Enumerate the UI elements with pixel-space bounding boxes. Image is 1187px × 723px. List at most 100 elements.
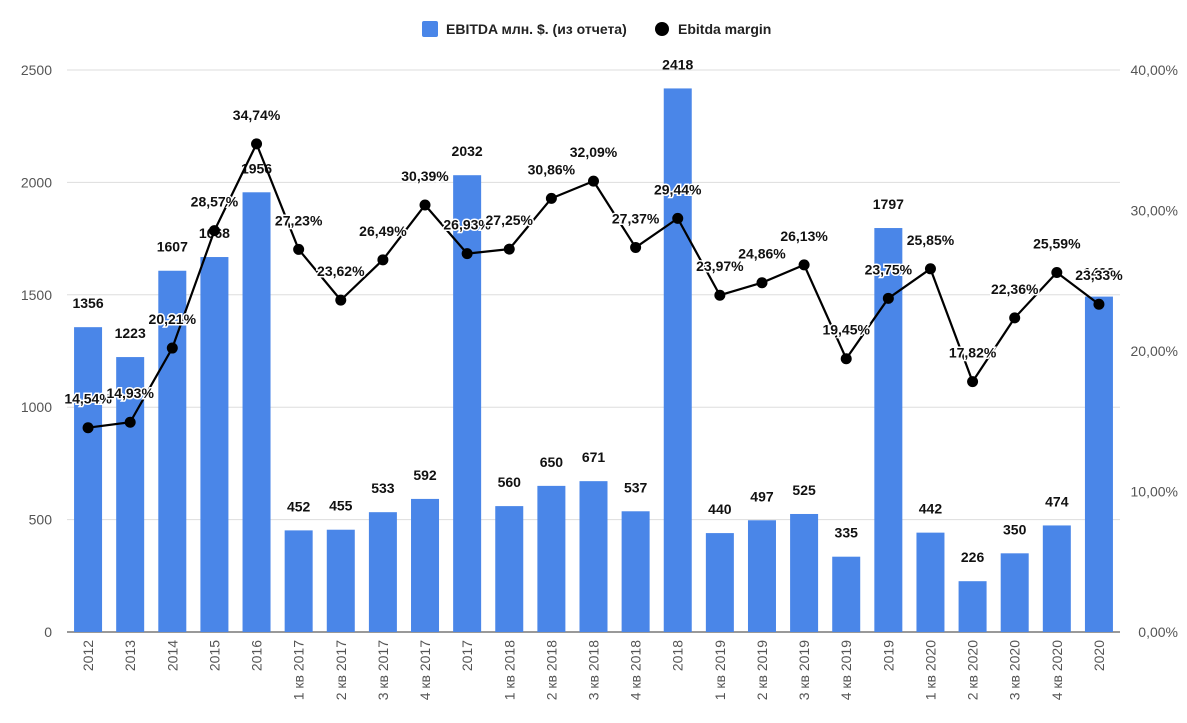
x-tick-label: 2014 xyxy=(164,640,180,671)
ebitda-bar xyxy=(874,228,903,632)
ebitda-margin-point xyxy=(335,294,347,306)
ebitda-margin-value-label: 30,86% xyxy=(528,161,576,177)
x-tick-label: 2 кв 2018 xyxy=(543,640,559,700)
ebitda-bars xyxy=(74,88,1113,633)
ebitda-margin-point xyxy=(461,248,473,260)
x-tick-label: 2012 xyxy=(80,640,96,671)
ebitda-bar xyxy=(1084,296,1113,632)
left-tick-label: 500 xyxy=(29,512,53,528)
ebitda-bar-value-label: 525 xyxy=(792,482,816,498)
ebitda-margin-value-label: 26,13% xyxy=(780,228,828,244)
ebitda-bar xyxy=(705,533,734,632)
x-tick-label: 2020 xyxy=(1091,640,1107,671)
x-tick-label: 4 кв 2018 xyxy=(628,640,644,700)
x-tick-label: 4 кв 2017 xyxy=(417,640,433,700)
ebitda-bar-value-label: 474 xyxy=(1045,493,1069,509)
ebitda-margin-value-label: 23,97% xyxy=(696,258,744,274)
ebitda-margin-value-label: 27,25% xyxy=(486,212,534,228)
ebitda-margin-value-label: 23,62% xyxy=(317,263,365,279)
right-tick-label: 10,00% xyxy=(1131,484,1178,500)
ebitda-bar xyxy=(368,512,397,632)
x-tick-label: 4 кв 2020 xyxy=(1049,640,1065,700)
ebitda-bar xyxy=(284,530,313,632)
ebitda-bar-value-label: 671 xyxy=(582,449,606,465)
right-tick-label: 30,00% xyxy=(1131,203,1178,219)
ebitda-margin-point xyxy=(714,289,726,301)
ebitda-margin-labels: 14,54%14,93% 20,21% 28,57% 34,74% 27,23% 23,6… xyxy=(63,105,1125,408)
ebitda-bar-value-label: 537 xyxy=(624,479,648,495)
ebitda-margin-value-label: 23,75% xyxy=(865,261,913,277)
ebitda-bar xyxy=(958,581,987,632)
ebitda-margin-value-label: 28,57% xyxy=(191,194,239,210)
ebitda-margin-value-label: 26,49% xyxy=(359,223,407,239)
x-tick-label: 2013 xyxy=(122,640,138,671)
left-tick-label: 1000 xyxy=(21,399,52,415)
ebitda-bar-value-label: 440 xyxy=(708,501,732,517)
ebitda-margin-point xyxy=(1051,266,1063,278)
ebitda-margin-point xyxy=(166,342,178,354)
legend-label-margin: Ebitda margin xyxy=(678,21,771,37)
ebitda-bar xyxy=(621,511,650,632)
x-tick-label: 2016 xyxy=(249,640,265,671)
ebitda-margin-point xyxy=(208,225,220,237)
x-tick-label: 3 кв 2018 xyxy=(586,640,602,700)
ebitda-margin-value-label: 24,86% xyxy=(738,246,786,262)
ebitda-bar xyxy=(747,520,776,632)
ebitda-bar-value-label: 560 xyxy=(498,474,522,490)
left-tick-label: 1500 xyxy=(21,287,52,303)
left-tick-label: 2500 xyxy=(21,62,52,78)
ebitda-margin-value-label: 27,37% xyxy=(612,210,660,226)
right-tick-label: 0,00% xyxy=(1138,624,1178,640)
ebitda-bar-value-label: 2032 xyxy=(452,143,483,159)
x-tick-label: 1 кв 2018 xyxy=(501,640,517,700)
ebitda-margin-point xyxy=(1093,298,1105,310)
ebitda-margin-point xyxy=(124,416,136,428)
ebitda-margin-value-label: 20,21% xyxy=(149,311,197,327)
ebitda-bar xyxy=(116,357,145,632)
ebitda-bar xyxy=(1000,553,1029,632)
x-tick-label: 1 кв 2020 xyxy=(922,640,938,700)
ebitda-bar-value-label: 455 xyxy=(329,498,353,514)
ebitda-bar-value-label: 226 xyxy=(961,549,985,565)
ebitda-bar-value-label: 1607 xyxy=(157,239,188,255)
ebitda-bar-value-label: 533 xyxy=(371,480,395,496)
ebitda-bar xyxy=(326,529,355,632)
ebitda-bar xyxy=(158,270,187,632)
ebitda-bar-value-label: 335 xyxy=(835,525,859,541)
ebitda-margin-value-label: 32,09% xyxy=(570,144,618,160)
ebitda-bar-value-label: 452 xyxy=(287,498,311,514)
ebitda-margin-point xyxy=(377,254,389,266)
ebitda-margin-point xyxy=(82,422,94,434)
x-tick-label: 3 кв 2019 xyxy=(796,640,812,700)
ebitda-bar xyxy=(242,192,271,632)
ebitda-margin-point xyxy=(545,192,557,204)
ebitda-margin-point xyxy=(882,292,894,304)
ebitda-margin-point xyxy=(924,263,936,275)
ebitda-margin-value-label: 25,85% xyxy=(907,232,955,248)
ebitda-margin-point xyxy=(503,243,515,255)
ebitda-bar-labels: 1356122316071668195645245553359220325606… xyxy=(72,56,1114,565)
ebitda-margin-point xyxy=(630,241,642,253)
ebitda-margin-value-label: 25,59% xyxy=(1033,235,1081,251)
x-tick-label: 2017 xyxy=(459,640,475,671)
ebitda-bar-value-label: 1223 xyxy=(115,325,146,341)
ebitda-margin-point xyxy=(419,199,431,211)
legend-label-ebitda: EBITDA млн. $. (из отчета) xyxy=(446,21,627,37)
ebitda-margin-point xyxy=(251,138,263,150)
x-tick-label: 1 кв 2019 xyxy=(712,640,728,700)
ebitda-margin-value-label: 26,93% xyxy=(443,217,491,233)
x-tick-label: 2015 xyxy=(206,640,222,671)
ebitda-bar xyxy=(579,481,608,632)
ebitda-margin-value-label: 14,93% xyxy=(106,385,154,401)
ebitda-bar-value-label: 1797 xyxy=(873,196,904,212)
ebitda-bar xyxy=(1042,525,1071,632)
x-tick-label: 2018 xyxy=(670,640,686,671)
legend-swatch-ebitda xyxy=(422,21,438,37)
ebitda-bar-value-label: 1356 xyxy=(72,295,103,311)
ebitda-bar-value-label: 1492 xyxy=(1083,265,1114,281)
x-axis-ticks: 2012 2013 2014 2015 2016 1 кв 2017 2 кв 2017 3 … xyxy=(80,640,1107,700)
ebitda-bar xyxy=(790,513,819,632)
ebitda-margin-point xyxy=(967,376,979,388)
right-axis-ticks: 0,00% 10,00% 20,00% 30,00% 40,00% xyxy=(1131,62,1178,640)
ebitda-margin-value-label: 34,74% xyxy=(233,107,281,123)
